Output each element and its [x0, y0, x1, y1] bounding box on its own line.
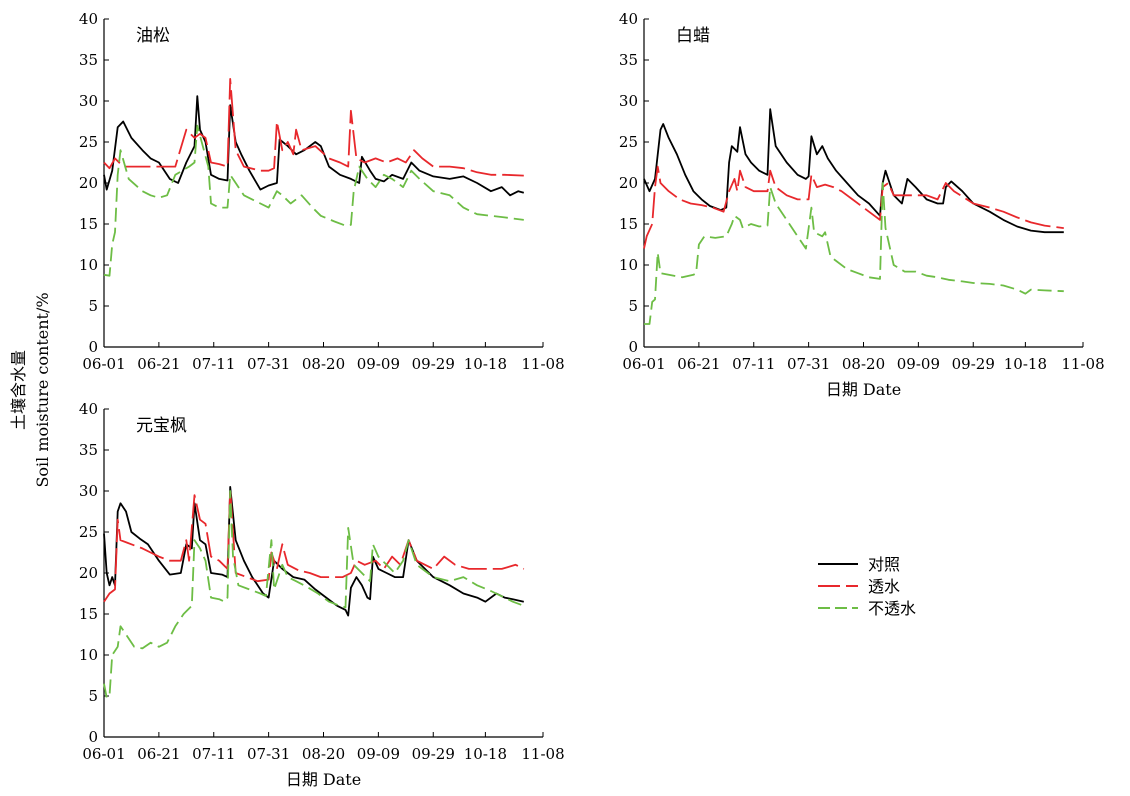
x-tick-label: 07-11: [192, 355, 235, 373]
panel-maple: 0 5 10 15 20 25 30 35 40 06-01 06-21 07-11 07-31 08-2…: [79, 400, 565, 789]
x-tick-label: 06-01: [622, 355, 665, 373]
y-tick-label: 15: [619, 215, 638, 233]
panel-title: 白蜡: [676, 26, 710, 46]
y-tick-label: 20: [79, 174, 98, 192]
y-tick-label: 5: [628, 297, 638, 315]
x-tick-label: 09-09: [357, 745, 400, 763]
panel-ash: 0 5 10 15 20 25 30 35 40 06-01 06-21 07-11 07-31 08-2…: [619, 10, 1105, 399]
x-axis-title: 日期 Date: [826, 380, 901, 399]
y-tick-label: 30: [79, 92, 98, 110]
x-tick-label: 09-29: [952, 355, 995, 373]
x-tick-label: 06-21: [137, 745, 180, 763]
y-axis-title-en: Soil moisture content/%: [33, 292, 52, 487]
y-tick-label: 40: [619, 10, 638, 28]
x-tick-label: 06-01: [82, 745, 125, 763]
x-tick-label: 09-29: [412, 745, 455, 763]
y-tick-label: 25: [79, 133, 98, 151]
y-tick-label: 5: [88, 687, 98, 705]
y-tick-label: 30: [619, 92, 638, 110]
x-tick-label: 07-11: [192, 745, 235, 763]
x-tick-label: 06-21: [137, 355, 180, 373]
series-line-impermeable: [103, 490, 525, 699]
y-tick-label: 35: [79, 441, 98, 459]
y-tick-label: 15: [79, 605, 98, 623]
x-tick-label: 11-08: [521, 355, 564, 373]
y-tick-label: 0: [628, 338, 638, 356]
y-tick-label: 0: [88, 338, 98, 356]
y-tick-label: 30: [79, 482, 98, 500]
y-tick-label: 20: [79, 564, 98, 582]
x-tick-label: 11-08: [521, 745, 564, 763]
y-tick-label: 15: [79, 215, 98, 233]
series-line-permeable: [103, 78, 524, 177]
x-tick-label: 08-20: [302, 355, 345, 373]
x-tick-label: 08-20: [302, 745, 345, 763]
x-axis-title: 日期 Date: [286, 770, 361, 789]
x-tick-label: 10-18: [464, 745, 507, 763]
x-tick-label: 10-18: [1004, 355, 1047, 373]
panel-oil-pine: 0 5 10 15 20 25 30 35 40 06-01 06-21 07-11 07-31 08-2…: [79, 10, 565, 373]
y-axis-title-cn: 土壤含水量: [9, 350, 28, 430]
panel-title: 油松: [136, 26, 170, 46]
x-tick-label: 09-29: [412, 355, 455, 373]
x-tick-label: 06-21: [677, 355, 720, 373]
x-tick-label: 07-11: [732, 355, 775, 373]
legend: 对照 透水 不透水: [818, 555, 916, 618]
x-tick-label: 07-31: [247, 745, 290, 763]
x-tick-label: 10-18: [464, 355, 507, 373]
x-tick-label: 07-31: [787, 355, 830, 373]
x-tick-label: 11-08: [1061, 355, 1104, 373]
y-tick-label: 25: [79, 523, 98, 541]
panel-title: 元宝枫: [136, 416, 187, 436]
legend-label-permeable: 透水: [868, 577, 900, 596]
y-tick-label: 10: [619, 256, 638, 274]
series-line-control: [643, 108, 1064, 234]
x-tick-label: 09-09: [357, 355, 400, 373]
x-tick-label: 09-09: [897, 355, 940, 373]
y-tick-label: 20: [619, 174, 638, 192]
y-tick-label: 35: [79, 51, 98, 69]
series-line-control: [103, 485, 524, 617]
x-tick-label: 07-31: [247, 355, 290, 373]
legend-label-control: 对照: [868, 555, 900, 574]
series-line-permeable: [643, 165, 1064, 249]
y-tick-label: 40: [79, 400, 98, 418]
x-tick-label: 08-20: [842, 355, 885, 373]
series-line-impermeable: [644, 182, 1064, 325]
y-tick-label: 0: [88, 728, 98, 746]
y-tick-label: 10: [79, 256, 98, 274]
legend-label-impermeable: 不透水: [868, 599, 916, 618]
series-line-permeable: [103, 488, 525, 603]
y-tick-label: 5: [88, 297, 98, 315]
y-tick-label: 40: [79, 10, 98, 28]
x-tick-label: 06-01: [82, 355, 125, 373]
series-line-impermeable: [103, 124, 524, 277]
y-tick-label: 25: [619, 133, 638, 151]
y-tick-label: 35: [619, 51, 638, 69]
y-tick-label: 10: [79, 646, 98, 664]
